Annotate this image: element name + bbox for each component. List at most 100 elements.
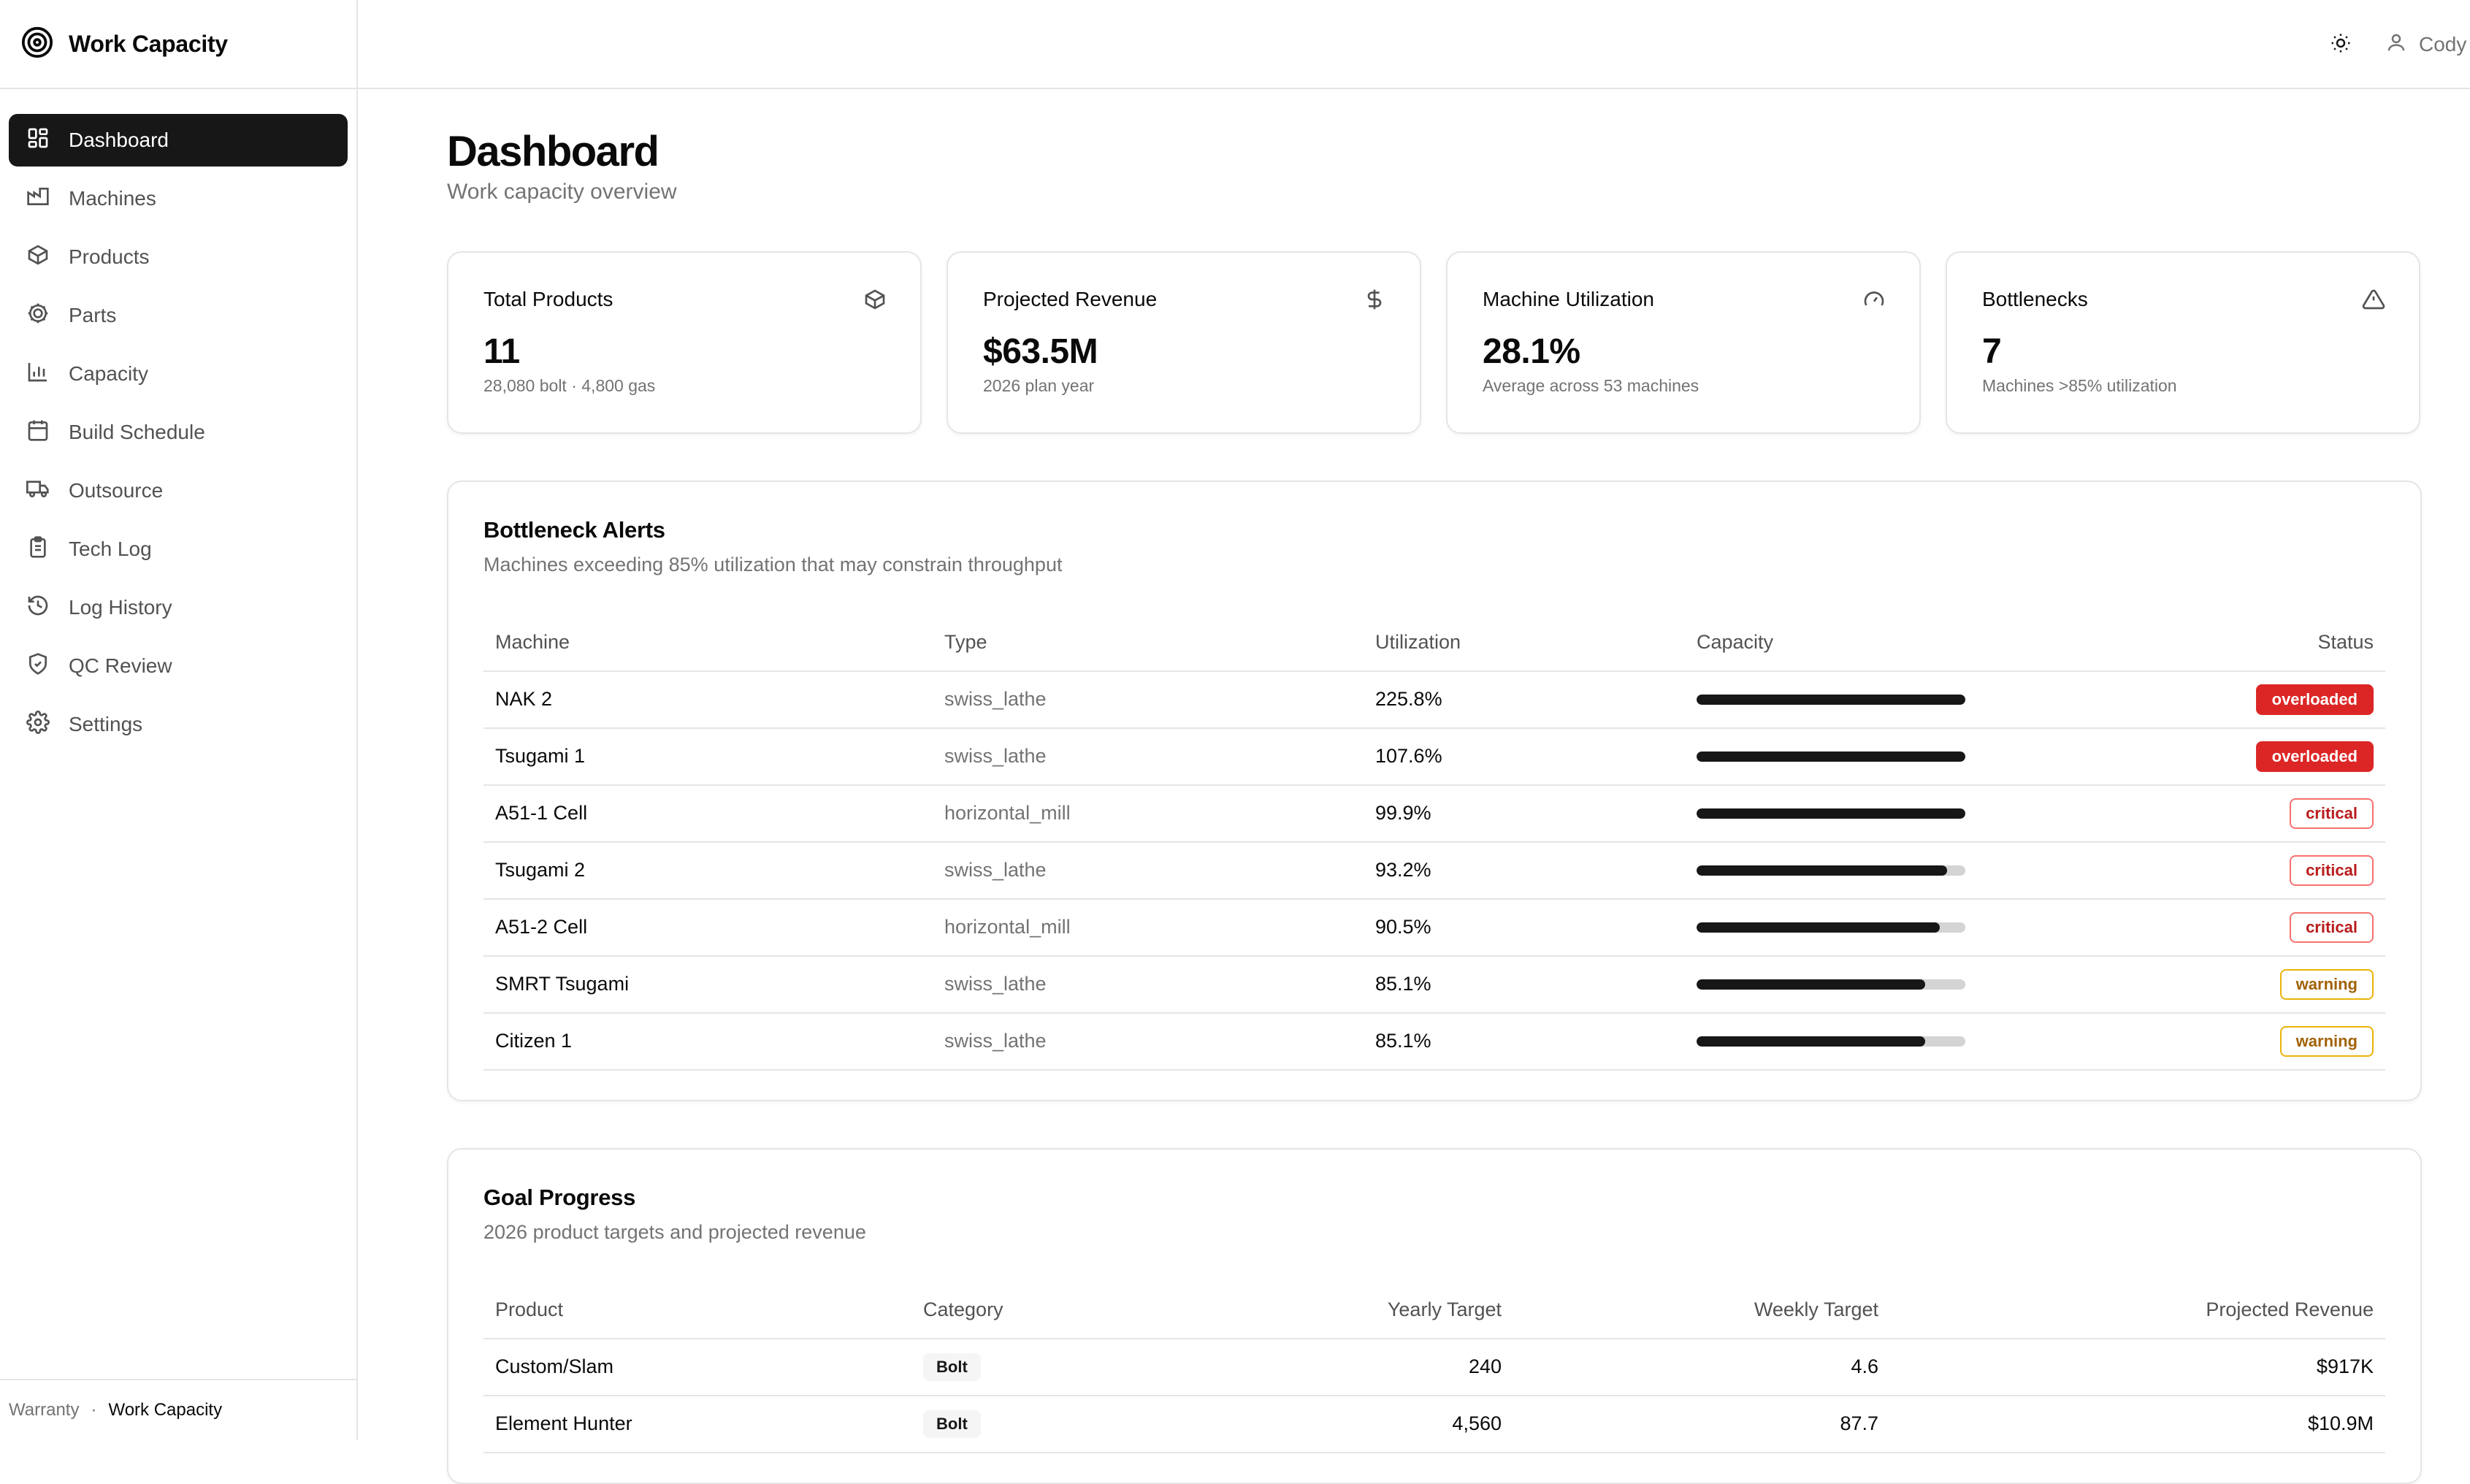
sidebar-item-capacity[interactable]: Capacity [9,348,348,400]
utilization-value: 93.2% [1364,841,1685,900]
utilization-value: 99.9% [1364,784,1685,843]
sidebar-item-label: Machines [69,187,156,210]
sidebar-item-label: Build Schedule [69,421,205,443]
machine-type: swiss_lathe [933,1012,1364,1071]
table-header-row: Machine Type Utilization Capacity Status [483,613,2385,672]
table-row[interactable]: SMRT Tsugami swiss_lathe 85.1% warning [483,955,2385,1014]
sidebar-item-products[interactable]: Products [9,231,348,283]
capacity-bar [1697,808,1965,819]
card-title: Goal Progress [483,1184,636,1210]
stat-label: Bottlenecks [1982,287,2088,310]
column-header-product[interactable]: Product [483,1281,911,1339]
status-cell: overloaded [2157,727,2385,786]
column-header-status[interactable]: Status [2157,613,2385,672]
category-badge: Bolt [923,1410,981,1438]
machine-name: Tsugami 1 [483,727,933,786]
sidebar-item-label: Dashboard [69,129,169,151]
sidebar-item-log-history[interactable]: Log History [9,581,348,634]
projected-revenue: $917K [1890,1338,2385,1396]
sidebar-item-label: Tech Log [69,538,152,560]
bottleneck-table: Machine Type Utilization Capacity Status… [483,613,2385,1071]
table-row[interactable]: NAK 2 swiss_lathe 225.8% overloaded [483,670,2385,729]
breadcrumb-current: Work Capacity [108,1400,223,1420]
machine-name: NAK 2 [483,670,933,729]
capacity-cell [1685,841,2157,900]
stat-cards: Total Products 11 28,080 bolt · 4,800 ga… [447,250,2422,434]
brand[interactable]: Work Capacity [0,0,356,89]
column-header-type[interactable]: Type [933,613,1364,672]
sidebar-item-label: QC Review [69,654,172,677]
sidebar-item-build-schedule[interactable]: Build Schedule [9,406,348,459]
card-title: Bottleneck Alerts [483,516,665,543]
sidebar-item-label: Products [69,245,150,268]
topbar: Cody [358,0,2470,89]
column-header-capacity[interactable]: Capacity [1685,613,2157,672]
machine-name: Citizen 1 [483,1012,933,1071]
table-row[interactable]: A51-2 Cell horizontal_mill 90.5% critical [483,898,2385,957]
user-menu[interactable]: Cody [2385,29,2470,60]
dollar-icon [1363,288,1386,311]
status-cell: critical [2157,784,2385,843]
status-badge: overloaded [2255,741,2374,772]
weekly-target: 4.6 [1513,1338,1890,1396]
sidebar-item-qc-review[interactable]: QC Review [9,640,348,692]
column-header-weekly-target[interactable]: Weekly Target [1513,1281,1890,1339]
bottleneck-table-body: NAK 2 swiss_lathe 225.8% overloaded Tsugami … [483,670,2385,1071]
table-row[interactable]: Custom/Slam Bolt 240 4.6 $917K [483,1338,2385,1396]
status-badge: warning [2279,968,2374,1000]
sidebar-item-outsource[interactable]: Outsource [9,464,348,517]
machine-type: swiss_lathe [933,841,1364,900]
capacity-bar-fill [1697,865,1947,876]
page-subtitle: Work capacity overview [447,179,677,204]
sidebar-item-label: Outsource [69,479,164,502]
sidebar-item-tech-log[interactable]: Tech Log [9,523,348,575]
factory-icon [26,185,50,213]
table-row[interactable]: Element Hunter Bolt 4,560 87.7 $10.9M [483,1395,2385,1453]
sidebar-item-parts[interactable]: Parts [9,289,348,342]
status-badge: overloaded [2255,684,2374,715]
status-cell: critical [2157,898,2385,957]
stat-value: 11 [483,332,520,371]
stat-card-bottlenecks: Bottlenecks 7 Machines >85% utilization [1946,250,2420,434]
capacity-cell [1685,1012,2157,1071]
sidebar-item-label: Settings [69,713,143,735]
target-logo-icon [20,26,54,63]
table-row[interactable]: Tsugami 2 swiss_lathe 93.2% critical [483,841,2385,900]
capacity-cell [1685,670,2157,729]
user-name: Cody [2419,33,2467,56]
table-row[interactable]: Tsugami 1 swiss_lathe 107.6% overloaded [483,727,2385,786]
app-title: Work Capacity [69,30,228,57]
stat-label: Total Products [483,287,613,310]
package-icon [863,288,887,311]
bar-chart-icon [26,360,50,389]
sidebar-item-settings[interactable]: Settings [9,698,348,751]
utilization-value: 85.1% [1364,1012,1685,1071]
capacity-bar [1697,865,1965,876]
alert-triangle-icon [2362,288,2385,311]
goal-progress-card: Goal Progress 2026 product targets and p… [447,1147,2422,1484]
machine-name: SMRT Tsugami [483,955,933,1014]
stat-label: Projected Revenue [983,287,1158,310]
stat-value: $63.5M [983,332,1098,371]
yearly-target: 4,560 [1160,1395,1513,1453]
capacity-cell [1685,727,2157,786]
column-header-projected-revenue[interactable]: Projected Revenue [1890,1281,2385,1339]
yearly-target: 240 [1160,1338,1513,1396]
stat-note: Machines >85% utilization [1982,375,2177,395]
utilization-value: 90.5% [1364,898,1685,957]
theme-toggle-button[interactable] [2325,29,2356,60]
capacity-bar [1697,979,1965,990]
column-header-yearly-target[interactable]: Yearly Target [1160,1281,1513,1339]
table-row[interactable]: Citizen 1 swiss_lathe 85.1% warning [483,1012,2385,1071]
sun-icon [2330,32,2352,58]
column-header-machine[interactable]: Machine [483,613,933,672]
column-header-category[interactable]: Category [911,1281,1160,1339]
breadcrumb-warranty[interactable]: Warranty [9,1400,80,1420]
sidebar-item-machines[interactable]: Machines [9,172,348,225]
column-header-utilization[interactable]: Utilization [1364,613,1685,672]
capacity-cell [1685,955,2157,1014]
status-badge: critical [2290,798,2374,829]
capacity-cell [1685,784,2157,843]
sidebar-item-dashboard[interactable]: Dashboard [9,114,348,167]
table-row[interactable]: A51-1 Cell horizontal_mill 99.9% critical [483,784,2385,843]
